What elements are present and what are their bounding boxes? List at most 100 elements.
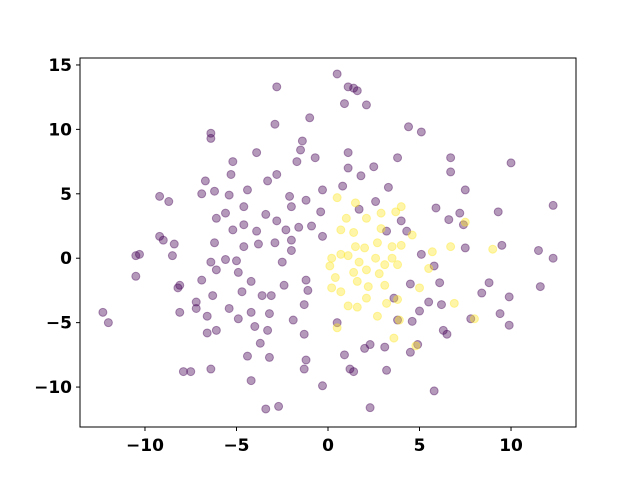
point — [208, 291, 218, 301]
point — [237, 287, 247, 297]
point — [380, 280, 390, 290]
point — [210, 238, 220, 248]
point — [460, 217, 470, 227]
point — [352, 276, 362, 286]
point — [158, 235, 168, 245]
point — [343, 301, 353, 311]
point — [246, 276, 256, 286]
point — [354, 257, 364, 267]
point — [356, 171, 366, 181]
point — [310, 153, 320, 163]
point — [228, 157, 238, 167]
point — [339, 350, 349, 360]
point — [387, 253, 397, 263]
point — [98, 307, 108, 317]
point — [429, 386, 439, 396]
point — [455, 208, 465, 218]
point — [332, 69, 342, 79]
point — [263, 176, 273, 186]
point — [299, 329, 309, 339]
point — [343, 163, 353, 173]
point — [239, 202, 249, 212]
point — [493, 207, 503, 217]
point — [228, 225, 238, 235]
point — [466, 314, 476, 324]
point — [354, 204, 364, 214]
point — [277, 257, 287, 267]
point — [296, 145, 306, 155]
point — [431, 203, 441, 213]
point — [327, 283, 337, 293]
point — [429, 261, 439, 271]
point — [504, 292, 514, 302]
point — [372, 311, 382, 321]
point — [281, 225, 291, 235]
point — [246, 376, 256, 386]
point — [270, 119, 280, 129]
point — [380, 342, 390, 352]
point — [343, 82, 353, 92]
point — [175, 307, 185, 317]
point — [155, 231, 165, 241]
point — [349, 83, 359, 93]
point — [226, 169, 236, 179]
point — [297, 136, 307, 146]
point — [250, 322, 260, 332]
point — [371, 197, 381, 207]
point — [535, 282, 545, 292]
point — [548, 200, 558, 210]
point — [242, 351, 252, 361]
point — [202, 328, 212, 338]
point — [210, 186, 220, 196]
point — [261, 209, 271, 219]
point — [416, 249, 426, 259]
point — [449, 298, 459, 308]
point — [131, 251, 141, 261]
point — [285, 191, 295, 201]
x-tick-label: 10 — [499, 436, 523, 456]
point — [394, 315, 404, 325]
point — [318, 185, 328, 195]
point — [246, 307, 256, 317]
point — [438, 325, 448, 335]
point — [191, 303, 201, 313]
point — [252, 148, 262, 158]
point — [134, 249, 144, 259]
point — [446, 153, 456, 163]
y-tick-label: 15 — [48, 56, 72, 76]
point — [460, 243, 470, 253]
point — [389, 333, 399, 343]
point — [266, 291, 276, 301]
point — [396, 216, 406, 226]
point — [264, 352, 274, 362]
point — [253, 239, 263, 249]
point — [301, 275, 311, 285]
point — [211, 325, 221, 335]
point — [405, 347, 415, 357]
point — [402, 226, 412, 236]
point — [360, 243, 370, 253]
point — [365, 403, 375, 413]
point — [257, 291, 267, 301]
point — [191, 297, 201, 307]
point — [169, 239, 179, 249]
point — [345, 364, 355, 374]
point — [460, 185, 470, 195]
point — [387, 242, 397, 252]
point — [424, 297, 434, 307]
point — [393, 153, 403, 163]
point — [336, 287, 346, 297]
point — [350, 242, 360, 252]
point — [396, 202, 406, 212]
point — [488, 244, 498, 254]
point — [272, 82, 282, 92]
point — [327, 253, 337, 263]
point — [272, 216, 282, 226]
point — [197, 275, 207, 285]
y-tick-label: −10 — [34, 378, 72, 398]
point — [352, 302, 362, 312]
point — [175, 280, 185, 290]
point — [343, 148, 353, 158]
point — [264, 309, 274, 319]
point — [435, 278, 445, 288]
